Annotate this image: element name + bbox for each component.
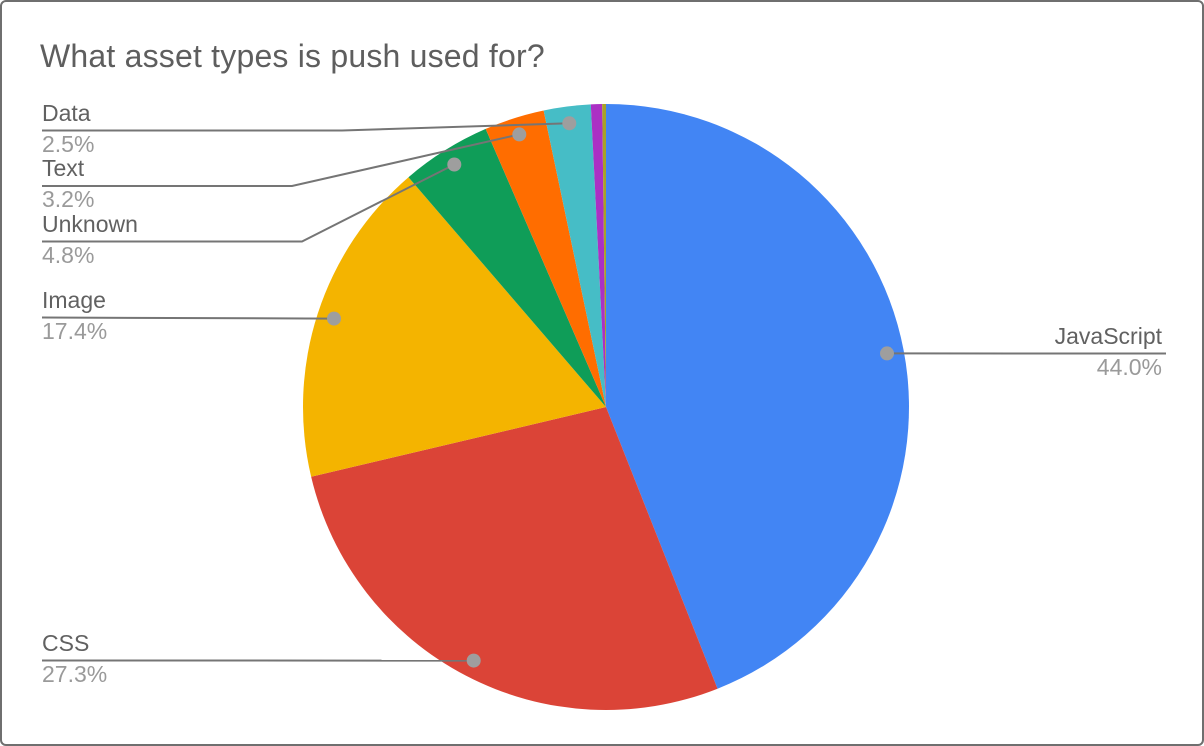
callout-label-text: Text 3.2% [42, 155, 94, 213]
slice-percent: 3.2% [42, 186, 95, 212]
callout-dot-text [512, 127, 527, 142]
pie-slice-data[interactable] [543, 104, 606, 407]
slice-percent: 27.3% [42, 660, 108, 687]
callout-line-image [41, 316, 335, 320]
slice-label: Data [42, 99, 91, 126]
callout-dot-image [327, 311, 341, 326]
slice-label: JavaScript [1054, 322, 1162, 349]
slice-percent: 2.5% [42, 130, 95, 157]
callout-dot-javascript [880, 346, 894, 361]
callout-label-data: Data 2.5% [42, 100, 94, 158]
chart-title: What asset types is push used for? [40, 38, 545, 74]
callout-line-data [42, 122, 570, 132]
slice-label: Unknown [42, 210, 138, 237]
slice-percent: 4.8% [42, 241, 95, 268]
callout-line-text [42, 133, 520, 187]
callout-label-image: Image 17.4% [42, 287, 107, 345]
callout-dot-data [562, 116, 577, 131]
slice-label: CSS [42, 629, 90, 656]
pie-slice-image[interactable] [302, 177, 606, 477]
callout-line-unknown [42, 163, 455, 243]
callout-label-css: CSS 27.3% [42, 630, 107, 688]
pie-slice-8[interactable] [602, 103, 606, 407]
pie-slice-text[interactable] [485, 110, 606, 408]
pie-slice-javascript[interactable] [606, 104, 909, 689]
callout-label-javascript: JavaScript 44.0% [1055, 323, 1162, 381]
pie-slice-css[interactable] [311, 407, 718, 710]
callout-dot-css [466, 653, 481, 668]
slice-label: Text [42, 155, 85, 181]
slice-label: Image [42, 286, 106, 313]
slice-percent: 44.0% [1096, 353, 1162, 380]
pie-slice-7[interactable] [590, 104, 606, 408]
pie-slice-unknown[interactable] [408, 128, 606, 408]
slice-percent: 17.4% [42, 317, 108, 344]
callout-dot-unknown [447, 157, 462, 172]
callout-label-unknown: Unknown 4.8% [42, 211, 138, 269]
